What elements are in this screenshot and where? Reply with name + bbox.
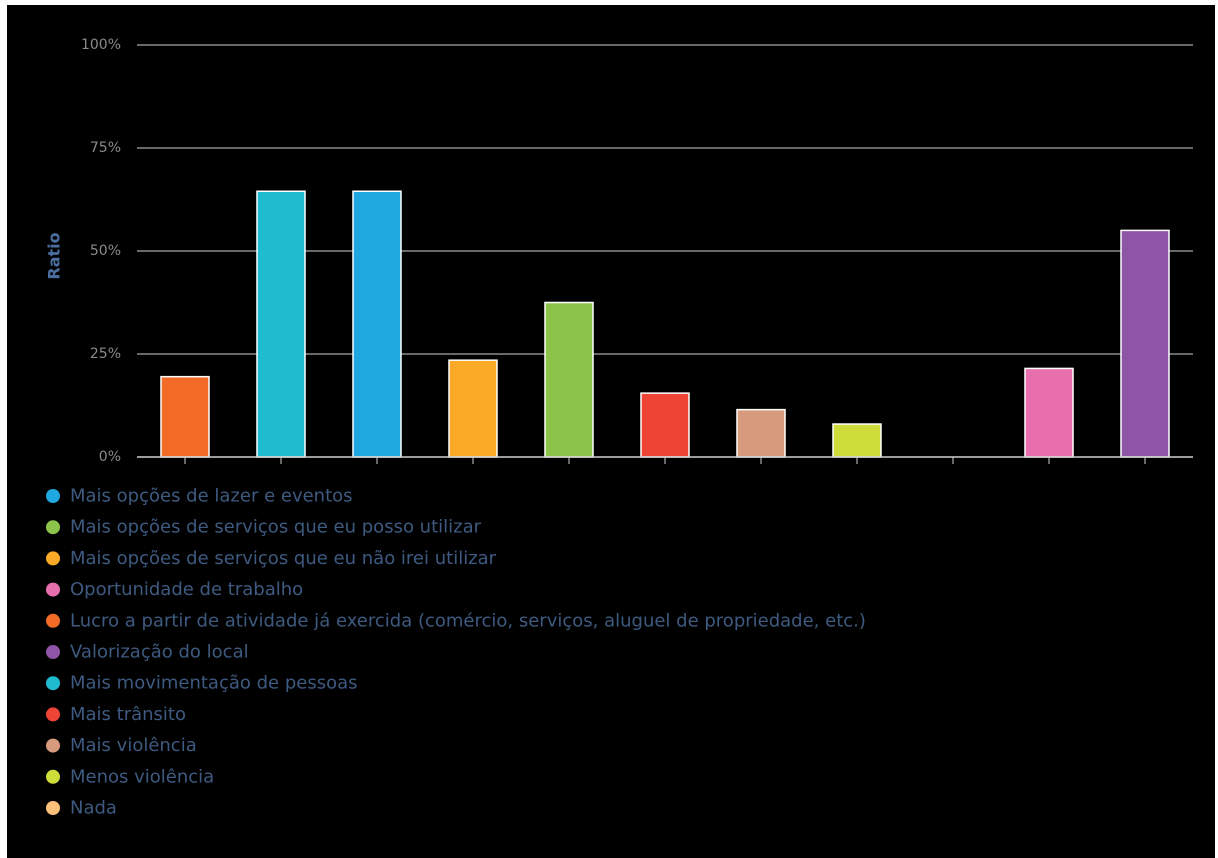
legend-item[interactable]: Mais violência — [46, 735, 197, 756]
legend-label: Mais opções de serviços que eu posso uti… — [70, 517, 482, 538]
bar[interactable]: Mais violência — [736, 408, 786, 458]
y-axis-ticks: 0% 25% 50% 75% 100% — [81, 37, 121, 465]
legend-swatch — [46, 582, 60, 597]
y-tick-label: 25% — [90, 346, 121, 362]
bar[interactable]: Mais opções de lazer e eventos — [352, 190, 402, 458]
bars: Lucro a partir de atividade já exercida … — [160, 190, 1170, 458]
legend-item[interactable]: Lucro a partir de atividade já exercida … — [46, 610, 866, 631]
grid-lines — [137, 44, 1193, 355]
legend-item[interactable]: Mais opções de serviços que eu posso uti… — [46, 517, 482, 538]
y-tick-label: 75% — [90, 140, 121, 156]
legend-item[interactable]: Mais opções de serviços que eu não irei … — [46, 548, 497, 569]
legend-label: Nada — [70, 798, 117, 819]
legend-item[interactable]: Mais movimentação de pessoas — [46, 673, 358, 694]
y-tick-label: 100% — [81, 37, 121, 53]
legend-swatch — [46, 707, 60, 722]
legend-label: Menos violência — [70, 766, 214, 787]
legend: Mais opções de lazer e eventos Mais opçõe… — [46, 486, 866, 819]
bar[interactable]: Menos violência — [832, 423, 882, 458]
bar[interactable]: Lucro a partir de atividade já exercida … — [160, 375, 210, 458]
legend-swatch — [46, 551, 60, 566]
legend-swatch — [46, 613, 60, 628]
legend-item[interactable]: Nada — [46, 798, 117, 819]
legend-swatch — [46, 769, 60, 784]
legend-swatch — [46, 520, 60, 535]
legend-label: Mais opções de lazer e eventos — [70, 486, 353, 507]
bar[interactable]: Oportunidade de trabalho — [1024, 367, 1074, 458]
legend-label: Mais trânsito — [70, 704, 186, 725]
legend-label: Oportunidade de trabalho — [70, 579, 303, 600]
legend-label: Mais violência — [70, 735, 197, 756]
chart-panel: 0% 25% 50% 75% 100% Ratio Lucro a partir de … — [7, 5, 1215, 858]
legend-swatch — [46, 676, 60, 691]
legend-swatch — [46, 645, 60, 659]
legend-label: Mais opções de serviços que eu não irei … — [70, 548, 497, 569]
legend-item[interactable]: Mais opções de lazer e eventos — [46, 486, 353, 507]
y-tick-label: 50% — [90, 243, 121, 259]
bar[interactable]: Mais opções de serviços que eu não irei … — [448, 359, 498, 458]
legend-swatch — [46, 738, 60, 753]
legend-label: Lucro a partir de atividade já exercida … — [70, 610, 866, 631]
bar[interactable]: Valorização do local — [1120, 229, 1170, 458]
bar[interactable]: Mais opções de serviços que eu posso uti… — [544, 301, 594, 458]
legend-item[interactable]: Mais trânsito — [46, 704, 186, 725]
legend-item[interactable]: Valorização do local — [46, 642, 249, 663]
legend-item[interactable]: Menos violência — [46, 766, 214, 787]
legend-swatch — [46, 801, 60, 815]
bar-chart: 0% 25% 50% 75% 100% Ratio Lucro a partir de … — [45, 37, 1193, 819]
legend-label: Valorização do local — [70, 642, 249, 663]
y-tick-label: 0% — [99, 449, 121, 465]
bar[interactable]: Mais trânsito — [640, 392, 690, 458]
legend-label: Mais movimentação de pessoas — [70, 673, 358, 694]
legend-swatch — [46, 489, 60, 503]
bar[interactable]: Mais movimentação de pessoas — [256, 190, 306, 458]
x-axis — [137, 456, 1193, 464]
legend-item[interactable]: Oportunidade de trabalho — [46, 579, 303, 600]
y-axis-label: Ratio — [45, 232, 64, 279]
